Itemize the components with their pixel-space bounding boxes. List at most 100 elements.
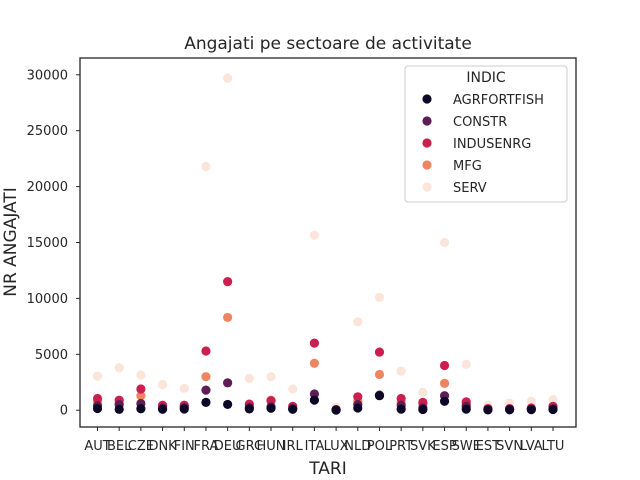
- data-point: [439, 237, 450, 248]
- data-point: [223, 312, 233, 323]
- data-point: [92, 371, 103, 381]
- y-axis-title: NR ANGAJATI: [1, 187, 21, 297]
- data-point: [353, 392, 363, 402]
- x-tick-label: HUN: [257, 439, 286, 454]
- x-tick-label: ITA: [305, 439, 325, 454]
- data-point: [244, 404, 254, 414]
- x-axis-title: TARI: [308, 459, 347, 479]
- x-tick-label: SVN: [496, 439, 523, 454]
- x-tick-label: LUX: [324, 439, 349, 454]
- x-tick-label: LVA: [520, 439, 543, 454]
- data-point: [288, 404, 298, 414]
- data-point: [396, 393, 406, 404]
- x-tick-label: SVK: [410, 439, 436, 454]
- data-point: [309, 230, 320, 240]
- x-tick-label: SWE: [452, 439, 481, 454]
- data-point: [483, 405, 493, 415]
- x-tick-label: NLD: [344, 439, 371, 454]
- data-point: [374, 347, 385, 357]
- y-tick-label: 25000: [27, 124, 68, 139]
- data-point: [439, 378, 450, 388]
- data-point: [309, 358, 320, 368]
- data-point: [201, 372, 211, 382]
- data-point: [136, 391, 146, 401]
- y-tick-label: 0: [60, 404, 68, 419]
- x-tick-label: FRA: [194, 439, 219, 454]
- legend-label: CONSTR: [453, 115, 507, 130]
- data-points: [92, 73, 558, 415]
- data-point: [223, 378, 233, 388]
- x-tick-label: EST: [476, 439, 500, 454]
- legend-title: INDIC: [466, 70, 506, 86]
- data-point: [353, 403, 363, 413]
- legend-label: AGRFORTFISH: [453, 93, 544, 108]
- data-point: [548, 395, 558, 405]
- data-point: [92, 403, 103, 414]
- data-point: [418, 387, 428, 397]
- data-point: [157, 404, 168, 414]
- legend-label: MFG: [453, 159, 482, 174]
- data-point: [179, 404, 189, 414]
- data-point: [288, 384, 298, 394]
- data-point: [157, 379, 168, 390]
- data-point: [418, 404, 428, 415]
- data-point: [396, 366, 406, 376]
- y-tick-label: 30000: [27, 68, 68, 83]
- legend-marker: [422, 116, 432, 126]
- data-point: [201, 161, 211, 172]
- legend-label: SERV: [453, 181, 487, 196]
- data-point: [526, 396, 536, 406]
- data-point: [201, 385, 211, 395]
- data-point: [374, 292, 385, 302]
- legend-marker: [422, 94, 432, 104]
- data-point: [244, 373, 254, 383]
- data-point: [461, 404, 471, 414]
- data-point: [201, 346, 211, 356]
- x-tick-label: LTU: [542, 439, 565, 454]
- chart-title: Angajati pe sectoare de activitate: [184, 34, 472, 54]
- legend-marker: [422, 138, 432, 148]
- data-point: [92, 393, 103, 404]
- data-point: [266, 372, 276, 382]
- y-tick-label: 15000: [27, 236, 68, 251]
- data-point: [309, 395, 320, 405]
- data-point: [179, 383, 189, 394]
- legend-label: INDUSENRG: [453, 137, 531, 152]
- data-point: [114, 404, 124, 414]
- x-tick-label: IRL: [283, 439, 304, 454]
- y-tick-label: 10000: [27, 292, 68, 307]
- data-point: [223, 399, 233, 410]
- data-point: [223, 73, 233, 83]
- legend-marker: [422, 182, 432, 192]
- x-tick-label: AUT: [84, 439, 110, 454]
- x-tick-label: FIN: [174, 439, 195, 454]
- y-tick-labels: 0 5000 10000 15000 20000 25000 30000: [27, 68, 80, 419]
- data-point: [223, 277, 233, 287]
- x-tick-label: GRC: [236, 439, 264, 454]
- data-point: [439, 396, 450, 406]
- data-point: [505, 405, 515, 415]
- data-point: [353, 317, 363, 327]
- data-point: [548, 404, 558, 415]
- x-tick-label: BEL: [107, 439, 132, 454]
- data-point: [461, 359, 471, 369]
- x-tick-label: ESP: [432, 439, 456, 454]
- legend-marker: [422, 160, 432, 170]
- data-point: [396, 404, 406, 414]
- data-point: [114, 363, 124, 373]
- x-tick-label: POL: [367, 439, 393, 454]
- data-point: [374, 369, 385, 380]
- data-point: [201, 397, 211, 407]
- data-point: [136, 404, 146, 414]
- x-tick-label: PRT: [389, 439, 413, 454]
- y-tick-label: 5000: [35, 348, 68, 363]
- legend: INDIC AGRFORTFISH CONSTR INDUSENRG MFG SERV: [404, 65, 568, 203]
- data-point: [374, 391, 385, 401]
- data-point: [439, 360, 450, 371]
- legend-box: [404, 65, 568, 203]
- data-point: [266, 403, 276, 413]
- x-tick-label: DNK: [148, 439, 177, 454]
- y-tick-label: 20000: [27, 180, 68, 195]
